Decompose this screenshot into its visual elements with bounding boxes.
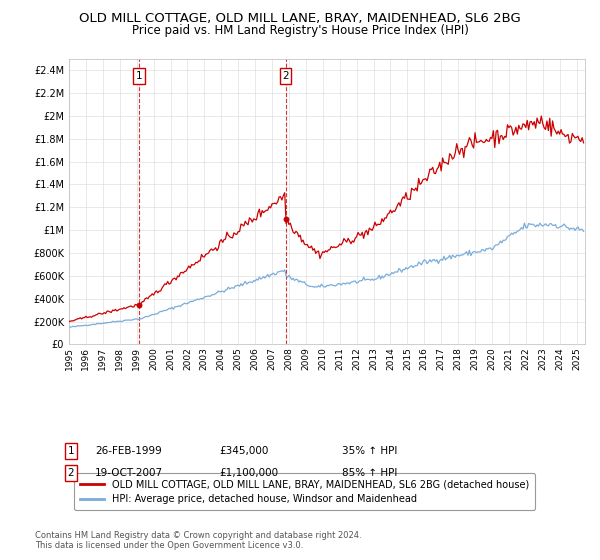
Text: 1: 1 — [136, 71, 143, 81]
Text: 85% ↑ HPI: 85% ↑ HPI — [342, 468, 397, 478]
Text: 2: 2 — [282, 71, 289, 81]
Point — [134, 301, 144, 310]
Text: £345,000: £345,000 — [219, 446, 268, 456]
Text: Contains HM Land Registry data © Crown copyright and database right 2024.
This d: Contains HM Land Registry data © Crown c… — [35, 530, 361, 550]
Text: 35% ↑ HPI: 35% ↑ HPI — [342, 446, 397, 456]
Text: 2: 2 — [67, 468, 74, 478]
Text: Price paid vs. HM Land Registry's House Price Index (HPI): Price paid vs. HM Land Registry's House … — [131, 24, 469, 37]
Text: 26-FEB-1999: 26-FEB-1999 — [95, 446, 161, 456]
Text: £1,100,000: £1,100,000 — [219, 468, 278, 478]
Text: OLD MILL COTTAGE, OLD MILL LANE, BRAY, MAIDENHEAD, SL6 2BG: OLD MILL COTTAGE, OLD MILL LANE, BRAY, M… — [79, 12, 521, 25]
Text: 19-OCT-2007: 19-OCT-2007 — [95, 468, 163, 478]
Point — [281, 214, 290, 223]
Text: 1: 1 — [67, 446, 74, 456]
Legend: OLD MILL COTTAGE, OLD MILL LANE, BRAY, MAIDENHEAD, SL6 2BG (detached house), HPI: OLD MILL COTTAGE, OLD MILL LANE, BRAY, M… — [74, 474, 535, 510]
